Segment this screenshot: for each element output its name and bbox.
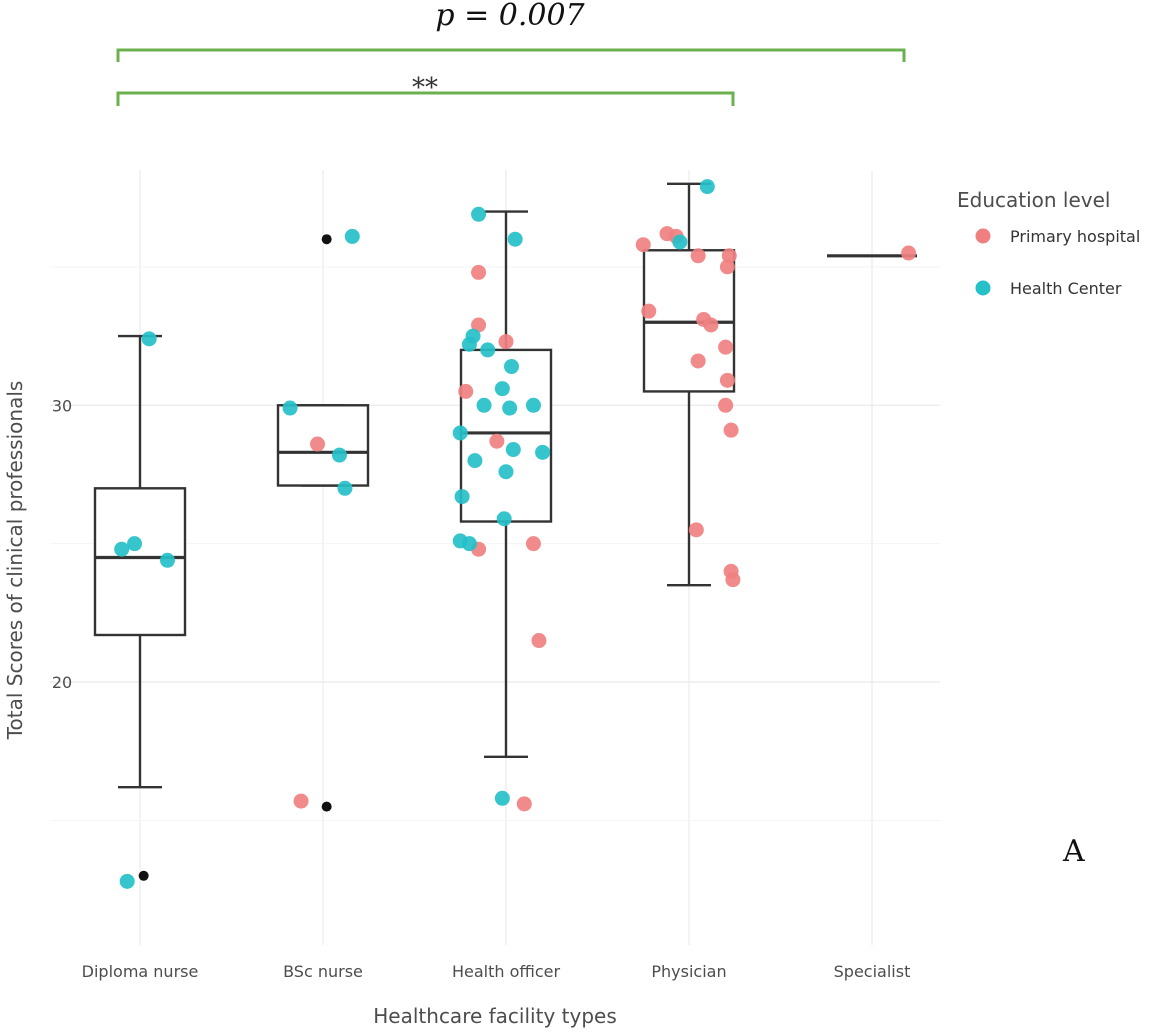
point-health-center-15 (494, 381, 510, 397)
legend-label-health-center: Health Center (1010, 279, 1122, 298)
boxplots (93, 182, 917, 789)
significance-bracket-outer (116, 48, 906, 62)
point-health-center-14 (503, 359, 519, 375)
point-primary-hospital-16 (719, 259, 735, 275)
legend-label-primary-hospital: Primary hospital (1010, 227, 1140, 246)
point-primary-hospital-0 (310, 436, 326, 452)
x-tick-label-physician: Physician (651, 962, 726, 981)
box-iqr (459, 348, 553, 523)
point-primary-hospital-28 (901, 245, 917, 261)
significance-brackets: p = 0.007 ** (116, 0, 906, 106)
point-primary-hospital-21 (690, 353, 706, 369)
panel-label: A (1062, 834, 1085, 869)
point-health-center-12 (461, 336, 477, 352)
y-tick-label-30: 30 (52, 396, 72, 415)
point-health-center-2 (127, 536, 143, 552)
legend: Education level Primary hospital Health … (957, 188, 1140, 298)
outlier-point-2 (321, 801, 332, 812)
point-health-center-24 (454, 489, 470, 505)
point-health-center-23 (498, 464, 514, 480)
point-primary-hospital-14 (690, 248, 706, 264)
point-primary-hospital-24 (723, 422, 739, 438)
point-primary-hospital-6 (489, 433, 505, 449)
point-primary-hospital-1 (293, 793, 309, 809)
point-health-center-21 (535, 444, 551, 460)
point-health-center-9 (471, 206, 487, 222)
box-physician (642, 182, 736, 587)
point-health-center-25 (496, 511, 512, 527)
point-primary-hospital-3 (471, 317, 487, 333)
point-health-center-30 (672, 234, 688, 250)
point-primary-hospital-27 (725, 572, 741, 588)
point-health-center-8 (337, 480, 353, 496)
point-primary-hospital-2 (471, 264, 487, 280)
point-primary-hospital-19 (703, 317, 719, 333)
point-primary-hospital-20 (718, 339, 734, 355)
y-tick-label-20: 20 (52, 673, 72, 692)
point-health-center-4 (119, 873, 135, 889)
point-health-center-6 (282, 400, 298, 416)
point-primary-hospital-7 (525, 536, 541, 552)
point-primary-hospital-25 (688, 522, 704, 538)
x-tick-label-bsc-nurse: BSc nurse (283, 962, 363, 981)
point-primary-hospital-22 (719, 372, 735, 388)
x-tick-label-specialist: Specialist (834, 962, 911, 981)
point-health-center-17 (502, 400, 518, 416)
point-health-center-1 (114, 541, 130, 557)
point-health-center-10 (507, 231, 523, 247)
x-tick-label-diploma-nurse: Diploma nurse (82, 962, 199, 981)
data-points (114, 179, 917, 889)
point-primary-hospital-11 (635, 237, 651, 253)
point-health-center-20 (505, 442, 521, 458)
significance-bracket-inner (116, 91, 735, 106)
outlier-point-1 (321, 234, 332, 245)
legend-title: Education level (957, 188, 1111, 212)
point-primary-hospital-23 (718, 397, 734, 413)
point-health-center-19 (452, 425, 468, 441)
point-health-center-28 (494, 790, 510, 806)
point-primary-hospital-5 (458, 383, 474, 399)
point-primary-hospital-17 (641, 303, 657, 319)
point-health-center-0 (141, 331, 157, 347)
point-health-center-5 (344, 228, 360, 244)
point-health-center-22 (467, 453, 483, 469)
point-primary-hospital-4 (498, 334, 514, 350)
point-health-center-18 (525, 397, 541, 413)
x-ticks: Diploma nurse BSc nurse Health officer Phys… (82, 962, 911, 981)
p-value-annotation: p = 0.007 (435, 0, 585, 33)
point-health-center-27 (461, 536, 477, 552)
point-health-center-16 (476, 397, 492, 413)
point-health-center-3 (159, 552, 175, 568)
x-tick-label-health-officer: Health officer (452, 962, 561, 981)
x-axis-title: Healthcare facility types (373, 1004, 616, 1028)
point-primary-hospital-10 (516, 796, 532, 812)
point-primary-hospital-9 (531, 633, 547, 649)
box-health-officer (459, 210, 553, 758)
outlier-point-0 (138, 870, 149, 881)
point-primary-hospital-15 (721, 248, 737, 264)
legend-swatch-health-center (975, 280, 991, 296)
significance-stars: ** (412, 73, 438, 103)
legend-swatch-primary-hospital (975, 228, 991, 244)
y-axis-title: Total Scores of clinical professionals (3, 381, 27, 741)
point-health-center-29 (699, 179, 715, 195)
point-health-center-7 (331, 447, 347, 463)
point-health-center-13 (480, 342, 496, 358)
